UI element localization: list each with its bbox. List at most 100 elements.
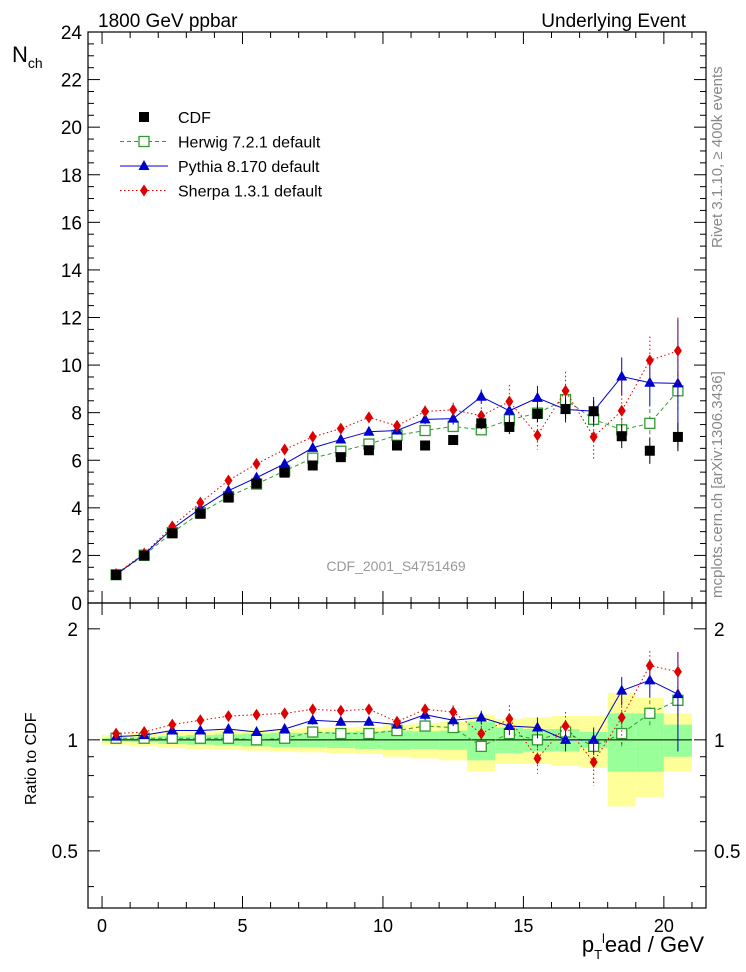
legend-label-pythia-8-170-default: Pythia 8.170 default xyxy=(178,159,320,176)
point-pythia-8-170-default xyxy=(531,391,543,402)
point-sherpa-1-3-1-default xyxy=(673,344,682,357)
ratio-point-sherpa-1-3-1-default xyxy=(168,718,177,731)
point-sherpa-1-3-1-default xyxy=(280,443,289,456)
ratio-point-sherpa-1-3-1-default xyxy=(308,703,317,716)
header-left-title: 1800 GeV ppbar xyxy=(98,11,238,32)
series-line-sherpa-1-3-1-default xyxy=(115,350,679,575)
point-pythia-8-170-default xyxy=(279,457,291,468)
legend: CDF Herwig 7.2.1 default Pythia 8.170 defa… xyxy=(120,110,323,201)
point-sherpa-1-3-1-default xyxy=(308,430,317,443)
ratio-point-sherpa-1-3-1-default xyxy=(617,711,626,724)
ratio-point-herwig-7-2-1-default xyxy=(419,720,431,732)
point-sherpa-1-3-1-default xyxy=(561,384,570,397)
point-sherpa-1-3-1-default xyxy=(617,404,626,417)
ratio-point-pythia-8-170-default xyxy=(447,714,459,725)
y-tick-label: 6 xyxy=(71,451,82,472)
ratio-point-pythia-8-170-default xyxy=(531,721,543,732)
ratio-point-sherpa-1-3-1-default xyxy=(140,726,149,739)
ratio-point-herwig-7-2-1-default xyxy=(616,727,628,740)
ratio-y-tick-label-left: 2 xyxy=(67,620,78,641)
ratio-point-herwig-7-2-1-default xyxy=(363,727,375,740)
header-right-title: Underlying Event xyxy=(541,11,686,32)
ratio-point-pythia-8-170-default xyxy=(503,720,515,731)
point-pythia-8-170-default xyxy=(222,484,234,495)
y-tick-label: 12 xyxy=(61,309,82,330)
point-sherpa-1-3-1-default xyxy=(533,429,542,442)
ratio-point-sherpa-1-3-1-default xyxy=(645,659,654,672)
ratio-point-pythia-8-170-default xyxy=(475,711,487,722)
x-tick-label: 10 xyxy=(373,916,393,936)
point-herwig-7-2-1-default xyxy=(644,417,656,430)
point-sherpa-1-3-1-default xyxy=(224,474,233,487)
y-axis-label-ratio: Ratio to CDF xyxy=(23,712,40,805)
point-pythia-8-170-default xyxy=(447,412,459,423)
ratio-point-sherpa-1-3-1-default xyxy=(477,727,486,740)
ratio-point-sherpa-1-3-1-default xyxy=(252,708,261,721)
point-sherpa-1-3-1-default xyxy=(196,496,205,509)
point-cdf xyxy=(111,569,122,580)
ratio-point-sherpa-1-3-1-default xyxy=(224,710,233,723)
ratio-point-herwig-7-2-1-default xyxy=(166,732,178,744)
point-sherpa-1-3-1-default xyxy=(336,422,345,435)
point-cdf xyxy=(251,478,262,489)
ratio-point-sherpa-1-3-1-default xyxy=(280,707,289,720)
y-tick-label: 24 xyxy=(61,23,83,44)
ratio-point-pythia-8-170-default xyxy=(279,723,291,734)
ratio-point-herwig-7-2-1-default xyxy=(644,707,656,719)
y-tick-label: 18 xyxy=(61,166,82,187)
ratio-point-sherpa-1-3-1-default xyxy=(449,705,458,718)
x-tick-label: 15 xyxy=(513,916,533,936)
ratio-point-pythia-8-170-default xyxy=(616,684,628,695)
analysis-watermark: CDF_2001_S4751469 xyxy=(326,558,466,574)
point-cdf xyxy=(672,431,683,442)
point-cdf xyxy=(476,418,487,429)
ratio-point-sherpa-1-3-1-default xyxy=(505,712,514,725)
x-tick-label: 20 xyxy=(654,916,674,936)
point-cdf xyxy=(588,406,599,417)
ratio-y-tick-label-right: 1 xyxy=(714,731,725,752)
point-sherpa-1-3-1-default xyxy=(252,457,261,470)
point-cdf xyxy=(307,460,318,471)
point-cdf xyxy=(279,467,290,478)
y-tick-label: 4 xyxy=(71,499,82,520)
ratio-point-pythia-8-170-default xyxy=(307,714,319,725)
point-pythia-8-170-default xyxy=(307,441,319,452)
ratio-point-herwig-7-2-1-default xyxy=(335,727,347,740)
point-pythia-8-170-default xyxy=(419,413,431,424)
point-cdf xyxy=(504,421,515,432)
point-sherpa-1-3-1-default xyxy=(364,411,373,424)
legend-label-herwig-7-2-1-default: Herwig 7.2.1 default xyxy=(178,135,321,152)
ratio-point-herwig-7-2-1-default xyxy=(194,732,207,744)
point-cdf xyxy=(167,528,178,539)
point-cdf xyxy=(532,408,543,419)
y-tick-label: 10 xyxy=(61,356,82,377)
ratio-point-pythia-8-170-default xyxy=(588,733,600,744)
ratio-point-sherpa-1-3-1-default xyxy=(673,665,682,678)
ratio-y-tick-label-left: 0.5 xyxy=(52,842,78,863)
ratio-point-pythia-8-170-default xyxy=(194,724,206,735)
ratio-y-tick-label-right: 0.5 xyxy=(714,842,740,863)
point-pythia-8-170-default xyxy=(616,370,628,381)
y-tick-label: 14 xyxy=(61,261,83,282)
rivet-version-label: Rivet 3.1.10, ≥ 400k events xyxy=(709,66,726,248)
x-tick-label: 0 xyxy=(97,916,107,936)
ratio-point-pythia-8-170-default xyxy=(251,726,263,737)
legend-marker-sherpa-1-3-1-default xyxy=(140,184,148,197)
legend-marker-cdf xyxy=(139,112,149,122)
point-sherpa-1-3-1-default xyxy=(449,403,458,416)
ratio-point-herwig-7-2-1-default xyxy=(278,732,291,744)
ratio-point-sherpa-1-3-1-default xyxy=(112,727,121,740)
ratio-panel: 0 5 10 15 20 0.5 0.5 1 1 2 2 xyxy=(52,602,740,936)
x-axis-label: pTlead / GeV xyxy=(582,931,704,962)
ratio-point-herwig-7-2-1-default xyxy=(250,734,263,746)
ratio-point-sherpa-1-3-1-default xyxy=(393,715,401,728)
legend-marker-herwig-7-2-1-default xyxy=(138,135,150,148)
x-tick-label: 5 xyxy=(237,916,247,936)
ratio-point-sherpa-1-3-1-default xyxy=(533,752,542,765)
ratio-y-tick-label-left: 1 xyxy=(67,731,78,752)
point-pythia-8-170-default xyxy=(475,390,487,401)
legend-marker-pythia-8-170-default xyxy=(138,160,150,170)
point-cdf xyxy=(392,440,402,451)
